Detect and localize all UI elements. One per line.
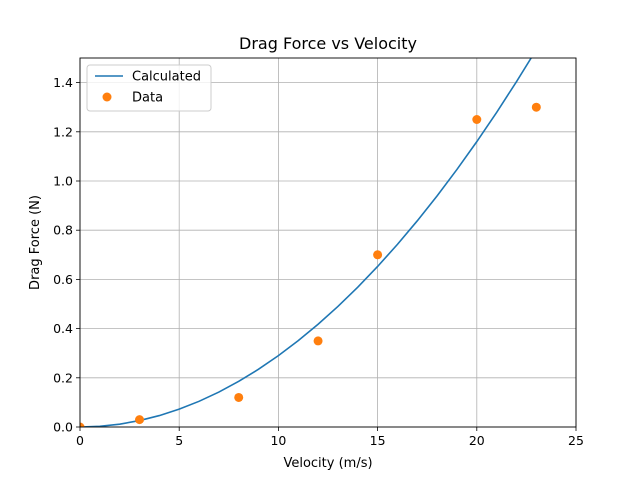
data-point (234, 392, 244, 402)
x-tick-label: 20 (469, 433, 485, 448)
data-point (373, 250, 383, 260)
legend: Calculated Data (86, 64, 212, 112)
x-tick-label: 15 (370, 433, 386, 448)
plot-area (80, 58, 541, 427)
data-point (472, 115, 482, 124)
y-axis: 0.0 0.2 0.4 0.6 0.8 1.0 1.2 1.4 (53, 75, 80, 435)
chart-title: Drag Force vs Velocity (239, 34, 417, 53)
legend-swatch-data (102, 92, 112, 102)
legend-label-calculated: Calculated (132, 70, 201, 85)
y-tick-label: 0.0 (53, 420, 73, 435)
legend-label-data: Data (132, 91, 163, 106)
data-point (313, 336, 323, 346)
grid-lines (79, 58, 577, 428)
y-axis-label: Drag Force (N) (28, 195, 43, 290)
y-tick-label: 0.8 (53, 223, 73, 238)
x-axis: 0 5 10 15 20 25 (76, 427, 584, 448)
y-tick-label: 1.4 (53, 75, 73, 90)
y-tick-label: 1.0 (53, 174, 73, 189)
data-point (80, 422, 85, 427)
y-tick-label: 0.6 (53, 272, 73, 287)
x-tick-label: 25 (568, 433, 584, 448)
data-point (135, 415, 145, 425)
y-tick-label: 0.2 (53, 370, 73, 385)
y-tick-label: 1.2 (53, 124, 73, 139)
x-tick-label: 0 (76, 433, 84, 448)
y-tick-label: 0.4 (53, 321, 73, 336)
data-point (531, 102, 541, 112)
series-line-calculated (80, 58, 533, 427)
x-tick-label: 5 (175, 433, 183, 448)
x-tick-label: 10 (270, 433, 286, 448)
plot-frame (79, 57, 577, 428)
x-axis-label: Velocity (m/s) (283, 456, 372, 471)
